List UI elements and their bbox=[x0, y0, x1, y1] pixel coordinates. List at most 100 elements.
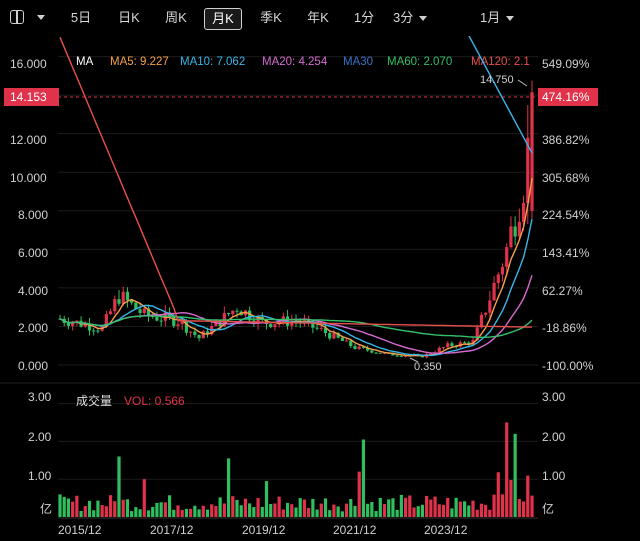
volume-bar bbox=[416, 506, 420, 517]
volume-bar bbox=[425, 495, 429, 517]
volume-bar bbox=[83, 506, 87, 517]
volume-bar bbox=[382, 504, 387, 517]
candle-body bbox=[332, 332, 336, 339]
candle-body bbox=[66, 322, 71, 326]
candle-body bbox=[273, 324, 277, 328]
volume-bar bbox=[243, 498, 248, 517]
candle-body bbox=[155, 316, 159, 321]
vol-tick-label: 2.00 bbox=[542, 430, 566, 444]
volume-bar bbox=[189, 508, 193, 517]
x-tick-label: 2023/12 bbox=[424, 523, 468, 537]
period-3min-dropdown[interactable]: 3分 bbox=[393, 8, 439, 28]
period-quarterly[interactable]: 季K bbox=[260, 10, 282, 25]
volume-bar bbox=[256, 498, 260, 517]
volume-bar bbox=[467, 505, 471, 517]
volume-bar bbox=[172, 509, 176, 517]
volume-bar bbox=[505, 422, 509, 517]
volume-bar bbox=[151, 506, 155, 517]
candle-body bbox=[492, 282, 496, 301]
candle-body bbox=[121, 291, 125, 304]
volume-bar bbox=[395, 509, 399, 517]
volume-bar bbox=[75, 495, 79, 517]
pct-tick-label: -100.00% bbox=[542, 359, 594, 373]
volume-bar bbox=[307, 507, 311, 517]
volume-bar bbox=[391, 498, 395, 517]
candle-body bbox=[517, 221, 521, 237]
period-1month-dropdown[interactable]: 1月 bbox=[480, 8, 526, 28]
candle-body bbox=[395, 355, 399, 357]
candle-body bbox=[189, 331, 193, 333]
ma120-line bbox=[59, 37, 532, 328]
volume-bar bbox=[526, 475, 530, 517]
volume-bar bbox=[205, 509, 210, 517]
vol-tick-label: 1.00 bbox=[542, 469, 566, 483]
candle-body bbox=[138, 309, 142, 313]
candle-body bbox=[197, 334, 201, 339]
y-tick-label: 10.000 bbox=[10, 171, 47, 185]
chevron-down-icon[interactable] bbox=[37, 15, 45, 20]
volume-bar bbox=[340, 511, 344, 517]
candle-body bbox=[513, 226, 517, 237]
volume-bar bbox=[121, 499, 125, 517]
candle-body bbox=[172, 316, 176, 326]
x-tick-label: 2021/12 bbox=[333, 523, 377, 537]
volume-bar bbox=[269, 503, 273, 517]
chart-grid bbox=[58, 56, 538, 480]
candle-body bbox=[526, 137, 530, 203]
legend-ma: MA bbox=[76, 56, 94, 68]
volume-bar bbox=[336, 506, 340, 517]
volume-bar bbox=[319, 503, 323, 517]
volume-bar bbox=[521, 501, 526, 517]
period-daily[interactable]: 日K bbox=[118, 10, 140, 25]
candle-body bbox=[357, 346, 361, 349]
candle-body bbox=[475, 327, 479, 341]
candle-body bbox=[201, 331, 205, 339]
volume-bar bbox=[138, 509, 142, 517]
period-1min[interactable]: 1分 bbox=[353, 10, 375, 25]
pct-tick-label: 224.54% bbox=[542, 208, 590, 222]
volume-bar bbox=[281, 509, 285, 517]
candle-body bbox=[366, 347, 370, 351]
volume-bar bbox=[530, 495, 534, 517]
layout-toggle-icon[interactable] bbox=[10, 10, 24, 24]
candle-body bbox=[437, 347, 441, 353]
candle-body bbox=[344, 340, 349, 342]
x-axis: 2015/12 2017/12 2019/12 2021/12 2023/12 bbox=[58, 523, 468, 537]
volume-bar bbox=[496, 472, 500, 517]
y-tick-label: 8.000 bbox=[18, 208, 48, 222]
volume-bar bbox=[353, 505, 357, 517]
candle-body bbox=[125, 291, 130, 301]
volume-bar bbox=[92, 510, 96, 517]
candle-body bbox=[382, 352, 387, 354]
low-marker-line bbox=[409, 357, 419, 363]
candle-body bbox=[83, 323, 87, 327]
volume-bar bbox=[264, 481, 269, 517]
volume-bar bbox=[193, 505, 197, 517]
volume-bar bbox=[344, 503, 349, 517]
volume-bar bbox=[311, 498, 315, 517]
volume-bar bbox=[403, 497, 408, 517]
vol-tick-label: 3.00 bbox=[28, 390, 52, 404]
volume-bar bbox=[197, 509, 201, 517]
candle-body bbox=[399, 355, 403, 357]
period-monthly[interactable]: 月K bbox=[204, 8, 242, 30]
volume-bar bbox=[302, 499, 307, 517]
volume-bar bbox=[509, 480, 513, 517]
period-yearly[interactable]: 年K bbox=[307, 10, 329, 25]
candle-body bbox=[361, 346, 366, 348]
candle-body bbox=[479, 314, 484, 328]
volume-bar bbox=[231, 496, 235, 517]
volume-bar bbox=[446, 497, 450, 517]
candle-body bbox=[349, 340, 353, 347]
y-tick-label: 0.000 bbox=[18, 359, 48, 373]
volume-bar bbox=[222, 503, 226, 517]
stock-chart[interactable]: MA MA5: 9.227 MA10: 7.062 MA20: 4.254 MA… bbox=[0, 36, 640, 541]
period-5day[interactable]: 5日 bbox=[70, 10, 92, 25]
volume-bar bbox=[328, 510, 332, 517]
vol-tick-label: 1.00 bbox=[28, 469, 52, 483]
candle-body bbox=[462, 342, 467, 344]
candle-body bbox=[134, 302, 138, 310]
volume-bar bbox=[420, 504, 425, 517]
period-weekly[interactable]: 周K bbox=[165, 10, 187, 25]
candle-body bbox=[87, 323, 92, 331]
